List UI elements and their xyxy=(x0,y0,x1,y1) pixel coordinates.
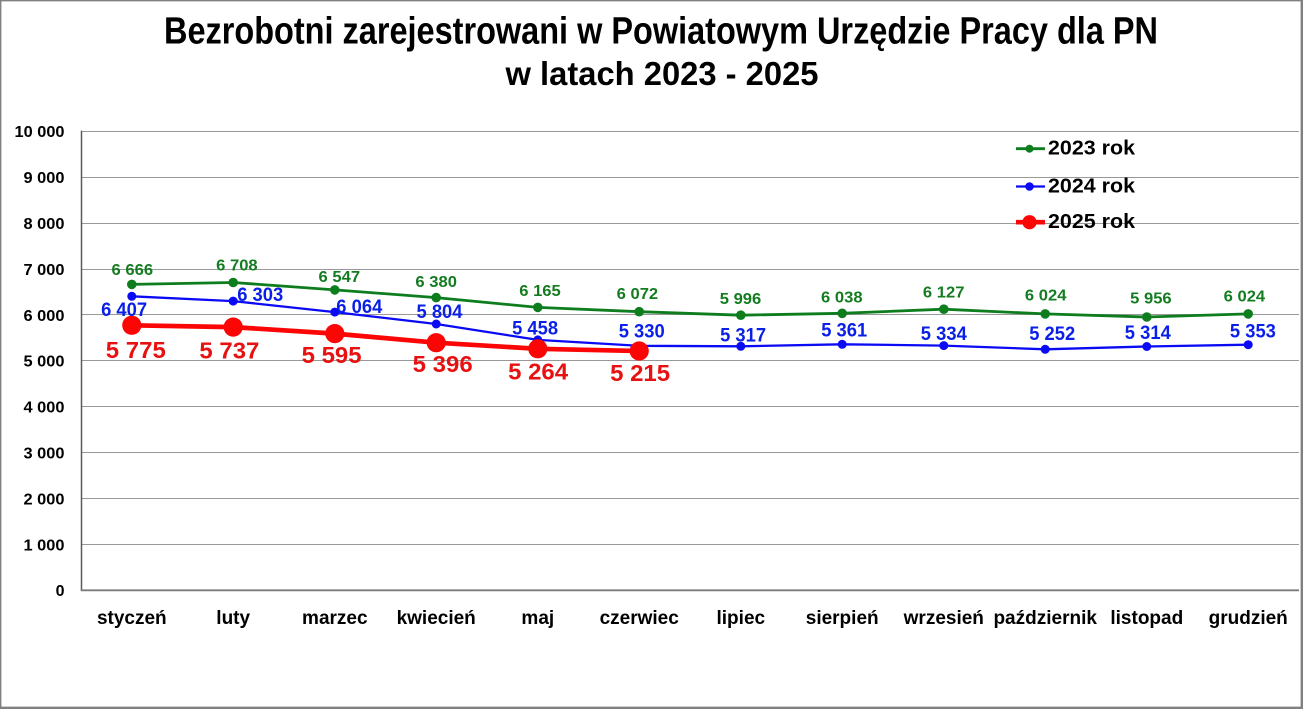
svg-text:6 024: 6 024 xyxy=(1224,288,1266,305)
svg-text:grudzień: grudzień xyxy=(1209,608,1288,629)
svg-text:5 252: 5 252 xyxy=(1029,324,1075,345)
svg-text:5 353: 5 353 xyxy=(1230,321,1276,342)
svg-text:6 708: 6 708 xyxy=(216,258,258,275)
svg-text:6 666: 6 666 xyxy=(112,262,154,279)
svg-text:1 000: 1 000 xyxy=(24,537,65,554)
svg-text:5 458: 5 458 xyxy=(512,318,558,339)
svg-text:czerwiec: czerwiec xyxy=(600,608,680,629)
svg-text:5 396: 5 396 xyxy=(413,351,473,377)
svg-text:5 317: 5 317 xyxy=(720,325,766,346)
svg-text:2025 rok: 2025 rok xyxy=(1048,211,1136,233)
svg-text:6 547: 6 547 xyxy=(319,269,361,286)
svg-text:7 000: 7 000 xyxy=(24,262,65,279)
svg-text:Bezrobotni zarejestrowani w Po: Bezrobotni zarejestrowani w Powiatowym U… xyxy=(164,11,1158,53)
svg-text:5 996: 5 996 xyxy=(720,291,762,308)
svg-text:6 072: 6 072 xyxy=(617,286,659,303)
svg-text:wrzesień: wrzesień xyxy=(903,608,984,629)
svg-text:marzec: marzec xyxy=(302,608,368,629)
svg-text:5 804: 5 804 xyxy=(417,302,463,323)
svg-text:4 000: 4 000 xyxy=(24,400,65,417)
svg-text:5 215: 5 215 xyxy=(610,360,670,386)
svg-text:10 000: 10 000 xyxy=(15,124,65,141)
svg-text:listopad: listopad xyxy=(1110,608,1183,629)
svg-text:lipiec: lipiec xyxy=(717,608,766,629)
svg-text:6 038: 6 038 xyxy=(821,289,863,306)
svg-text:9 000: 9 000 xyxy=(24,170,65,187)
svg-text:2024 rok: 2024 rok xyxy=(1048,176,1136,198)
svg-text:6 000: 6 000 xyxy=(24,308,65,325)
svg-text:5 956: 5 956 xyxy=(1130,291,1172,308)
svg-text:5 334: 5 334 xyxy=(921,324,967,345)
svg-text:sierpień: sierpień xyxy=(806,608,879,629)
svg-text:5 264: 5 264 xyxy=(508,358,568,384)
svg-text:5 775: 5 775 xyxy=(106,337,166,363)
svg-text:październik: październik xyxy=(993,608,1097,629)
svg-text:6 380: 6 380 xyxy=(415,274,457,291)
svg-text:kwiecień: kwiecień xyxy=(397,608,476,629)
svg-text:6 064: 6 064 xyxy=(336,297,382,318)
svg-text:maj: maj xyxy=(521,608,554,629)
svg-text:5 595: 5 595 xyxy=(302,342,362,368)
svg-text:5 361: 5 361 xyxy=(821,321,867,342)
svg-text:2 000: 2 000 xyxy=(24,491,65,508)
svg-text:3 000: 3 000 xyxy=(24,445,65,462)
svg-text:6 127: 6 127 xyxy=(923,284,965,301)
svg-text:6 165: 6 165 xyxy=(519,283,561,300)
svg-text:5 737: 5 737 xyxy=(199,338,259,364)
svg-text:0: 0 xyxy=(56,583,65,600)
svg-text:6 407: 6 407 xyxy=(101,300,147,321)
svg-text:w latach 2023 - 2025: w latach 2023 - 2025 xyxy=(505,55,819,92)
svg-text:2023 rok: 2023 rok xyxy=(1048,138,1136,160)
svg-text:styczeń: styczeń xyxy=(97,608,167,629)
svg-text:luty: luty xyxy=(216,608,250,629)
svg-text:5 314: 5 314 xyxy=(1125,323,1171,344)
svg-text:6 024: 6 024 xyxy=(1025,287,1067,304)
svg-text:8 000: 8 000 xyxy=(24,216,65,233)
svg-text:5 330: 5 330 xyxy=(619,321,665,342)
svg-text:6 303: 6 303 xyxy=(237,285,283,306)
svg-text:5 000: 5 000 xyxy=(24,354,65,371)
